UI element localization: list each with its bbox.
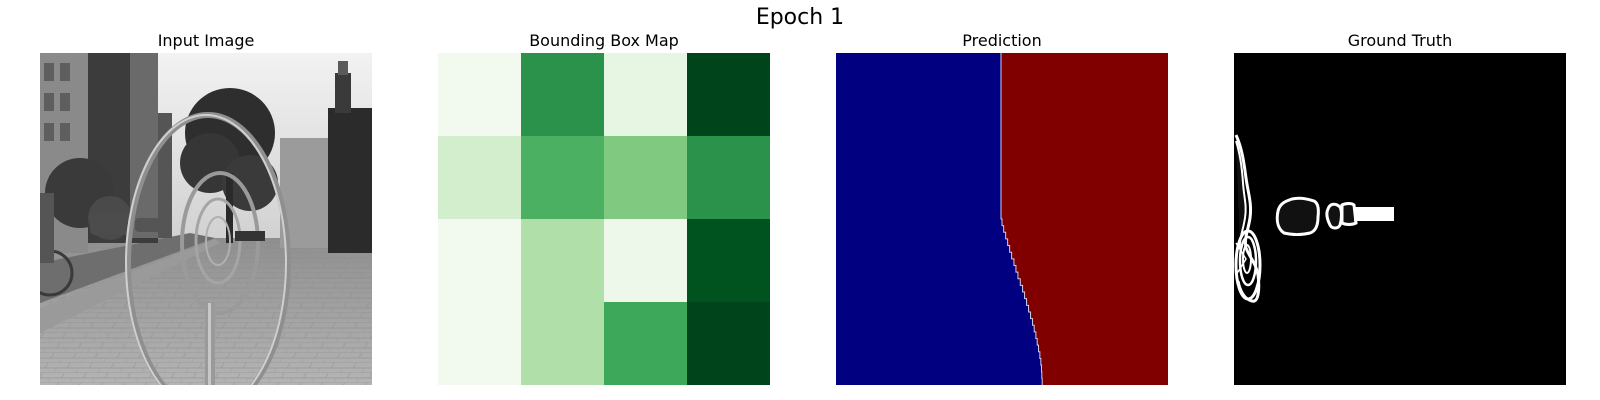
bbox-cell-r2-c3 (687, 219, 770, 303)
input-image (40, 53, 372, 385)
bbox-cell-r0-c3 (687, 53, 770, 137)
gt-contour-blob-1 (1275, 196, 1320, 236)
gt-contour-blob-2 (1325, 202, 1343, 230)
input-image-panel (40, 53, 372, 385)
bbox-cell-r3-c2 (604, 302, 688, 385)
gt-contour-ring-outer (1234, 229, 1262, 301)
bbox-cell-r3-c3 (687, 302, 770, 385)
bbox-cell-r0-c0 (438, 53, 522, 137)
prediction-panel (836, 53, 1168, 385)
bbox-heatmap (438, 53, 770, 385)
prediction-title: Prediction (962, 31, 1042, 50)
bbox-cell-r1-c1 (521, 136, 605, 220)
prediction-boundary (1000, 53, 1043, 385)
gt-contour-ring-mid (1238, 235, 1258, 287)
bbox-cell-r3-c1 (521, 302, 605, 385)
gt-contour-ring-inner (1242, 244, 1252, 274)
bbox-cell-r1-c2 (604, 136, 688, 220)
input-image-title: Input Image (157, 31, 255, 50)
ground-truth-mask (1234, 53, 1566, 385)
bbox-cell-r2-c1 (521, 219, 605, 303)
figure-title: Epoch 1 (755, 5, 845, 30)
gt-contour-left (1234, 134, 1261, 303)
bbox-map-title: Bounding Box Map (529, 31, 679, 50)
bbox-cell-r0-c1 (521, 53, 605, 137)
bbox-map-panel (438, 53, 770, 385)
ground-truth-title: Ground Truth (1347, 31, 1453, 50)
bbox-cell-r2-c0 (438, 219, 522, 303)
bbox-cell-r0-c2 (604, 53, 688, 137)
ground-truth-panel (1234, 53, 1566, 385)
bbox-cell-r1-c3 (687, 136, 770, 220)
bbox-cell-r2-c2 (604, 219, 688, 303)
bbox-cell-r1-c0 (438, 136, 522, 220)
gt-contour-blob-3 (1340, 202, 1358, 226)
prediction-heatmap (836, 53, 1168, 385)
prediction-class-0-region (836, 53, 1043, 385)
bbox-cell-r3-c0 (438, 302, 522, 385)
gt-filled-region (1354, 207, 1394, 221)
